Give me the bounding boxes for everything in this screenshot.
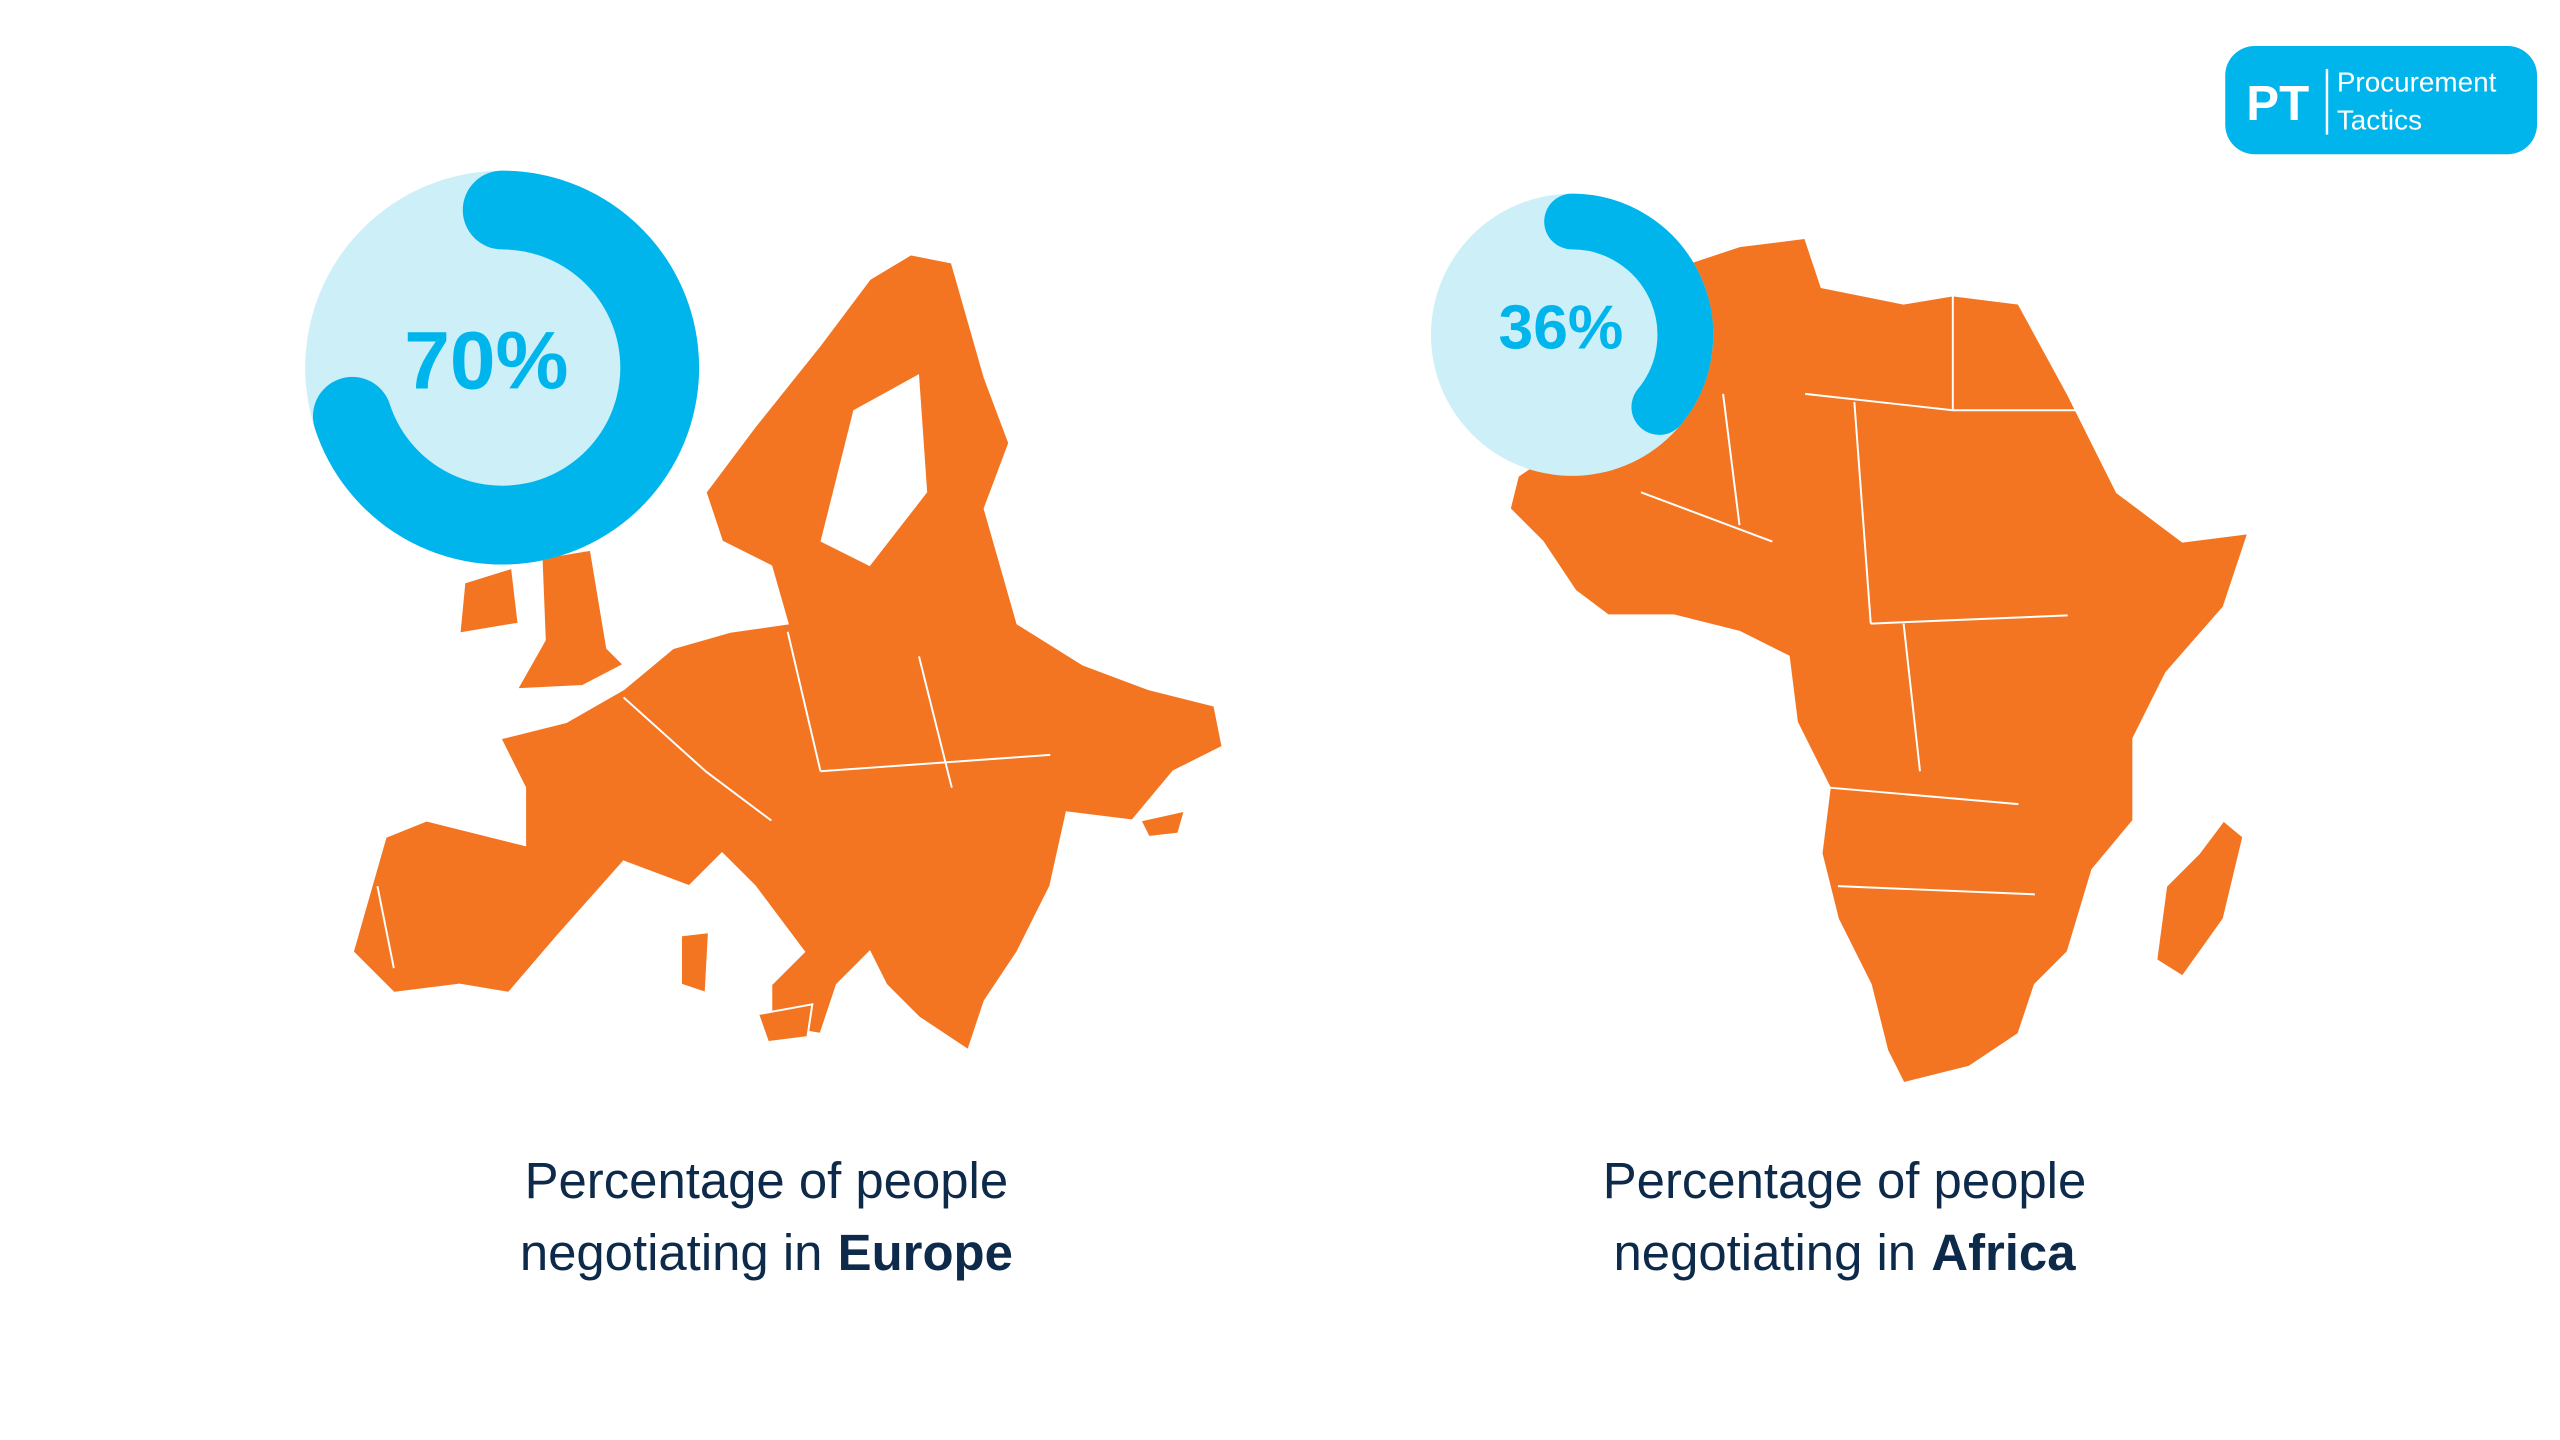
caption: negotiating in Europe xyxy=(520,1224,1013,1281)
logo-name: Tactics xyxy=(2337,104,2422,135)
donut-chart: 70% Percentage of people negotiating in Eur… xyxy=(305,170,1013,1281)
caption: Percentage of people xyxy=(525,1152,1009,1209)
caption-text: negotiating in xyxy=(520,1224,823,1281)
logo-mark: PT xyxy=(2246,76,2309,131)
europe-map xyxy=(351,253,1224,1052)
caption-text: negotiating in xyxy=(1614,1224,1917,1281)
value-label: 70% xyxy=(404,316,568,407)
donut-arc xyxy=(312,170,700,565)
region: Europe xyxy=(838,1224,1013,1281)
logo-name: Procurement xyxy=(2337,67,2497,98)
logo-badge xyxy=(2225,45,2538,155)
donut-arc xyxy=(1544,193,1714,435)
region: Africa xyxy=(1931,1224,2076,1281)
caption: Percentage of people xyxy=(1603,1152,2087,1209)
caption: negotiating in Africa xyxy=(1614,1224,2077,1281)
donut-chart: 36% Percentage of people negotiating in Afr… xyxy=(1430,193,2087,1281)
logo: PT Procurement Tactics xyxy=(2225,45,2538,155)
value-label: 36% xyxy=(1499,294,1624,363)
africa-map xyxy=(1508,236,2250,1085)
